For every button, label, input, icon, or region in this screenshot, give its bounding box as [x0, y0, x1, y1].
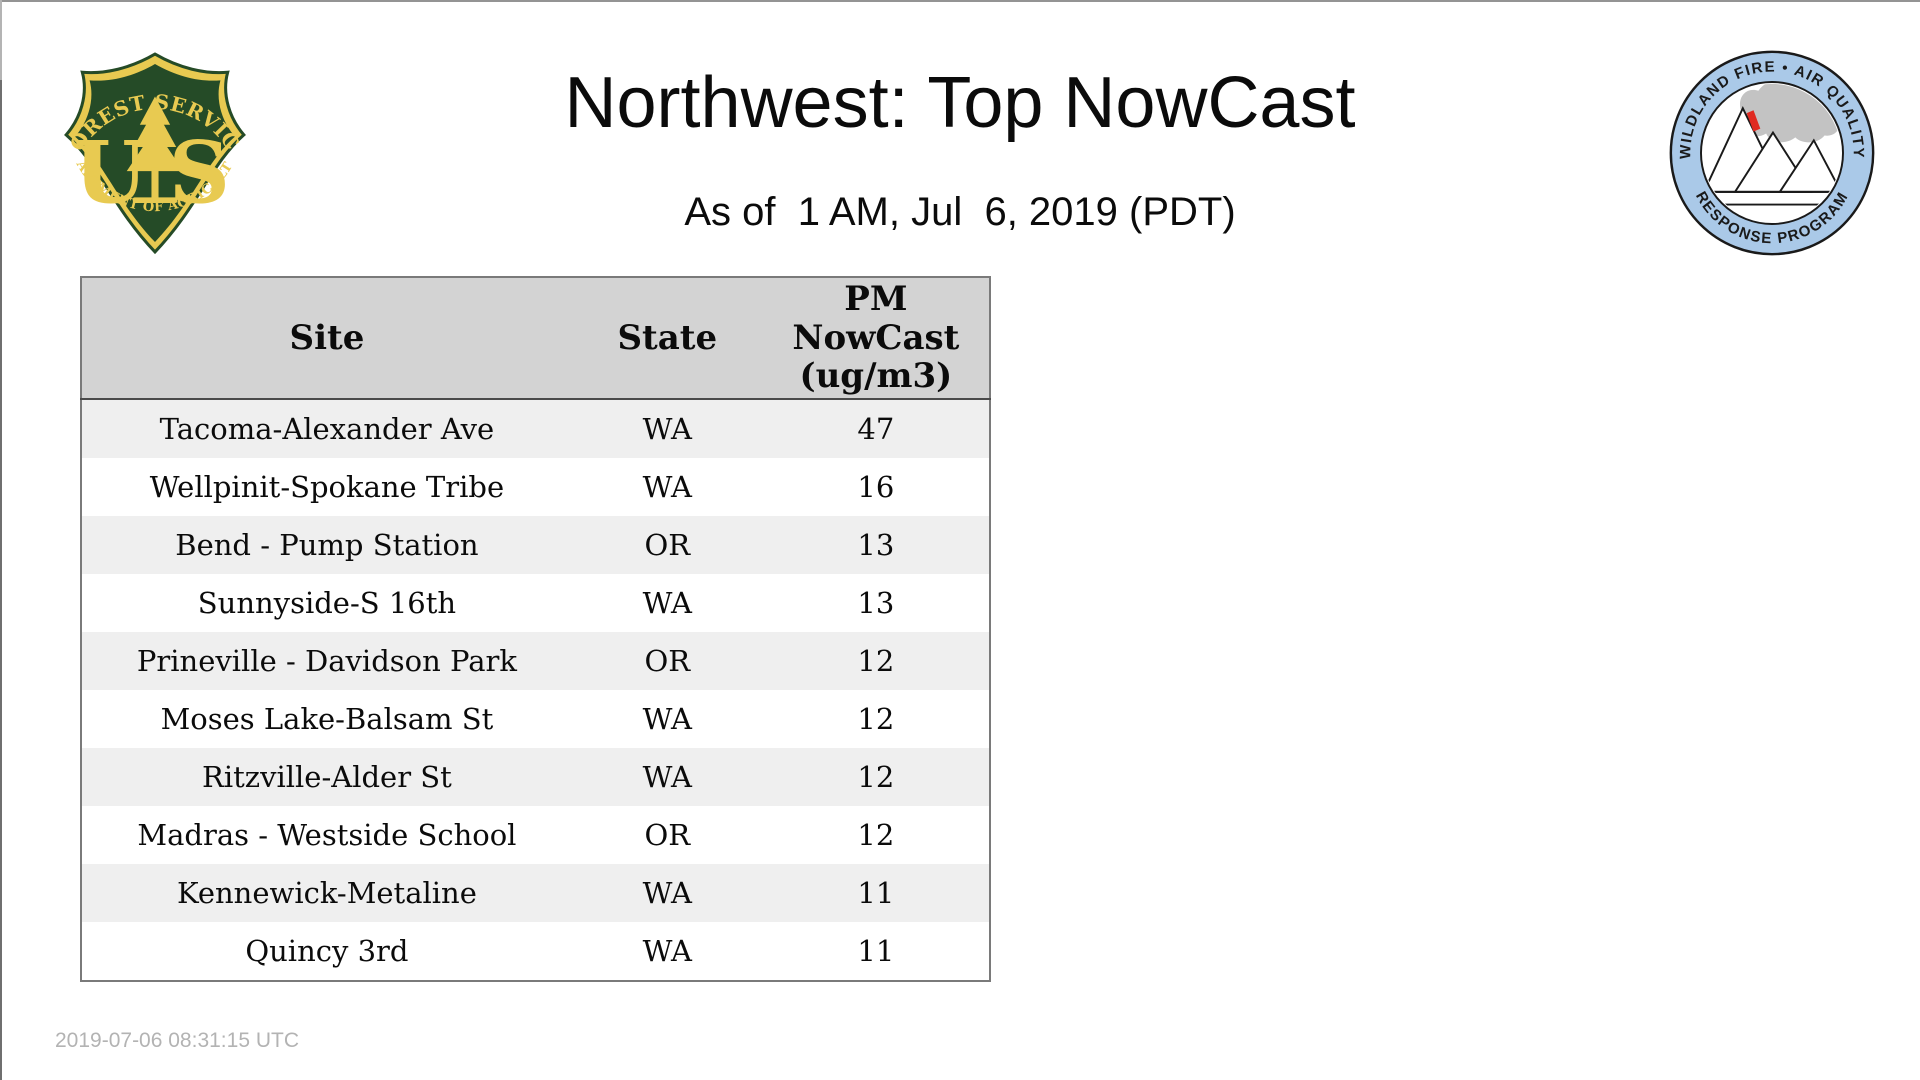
pine-tree-icon — [126, 96, 184, 203]
col-header-state: State — [571, 277, 763, 400]
cell-pm-value: 47 — [762, 399, 990, 458]
cell-state: WA — [571, 458, 763, 516]
cell-pm-value: 11 — [762, 864, 990, 922]
window-top-edge — [0, 0, 1920, 2]
cell-pm-value: 12 — [762, 632, 990, 690]
forest-service-logo: FOREST SERVICE U S DEPARTMENT OF AGRICUL… — [52, 46, 246, 255]
forest-service-letter-u: U — [74, 122, 148, 222]
cell-state: OR — [571, 516, 763, 574]
cell-pm-value: 13 — [762, 516, 990, 574]
page-title: Northwest: Top NowCast — [564, 63, 1356, 143]
table-row: Ritzville-Alder St WA 12 — [81, 748, 990, 806]
cell-pm-value: 11 — [762, 922, 990, 981]
cell-site: Tacoma-Alexander Ave — [81, 399, 572, 458]
cell-site: Ritzville-Alder St — [81, 748, 572, 806]
table-row: Wellpinit-Spokane Tribe WA 16 — [81, 458, 990, 516]
cell-pm-value: 16 — [762, 458, 990, 516]
pm-header-line2: NowCast — [792, 317, 960, 358]
col-header-pm-nowcast: PM NowCast (ug/m3) — [762, 277, 990, 400]
cell-site: Kennewick-Metaline — [81, 864, 572, 922]
cell-site: Sunnyside-S 16th — [81, 574, 572, 632]
table-row: Prineville - Davidson Park OR 12 — [81, 632, 990, 690]
cell-state: OR — [571, 632, 763, 690]
mountains-icon — [1702, 105, 1842, 206]
cell-state: WA — [571, 574, 763, 632]
table-row: Quincy 3rd WA 11 — [81, 922, 990, 981]
air-quality-program-logo: WILDLAND FIRE • AIR QUALITY RESPONSE PRO… — [1669, 50, 1875, 256]
col-header-site: Site — [81, 277, 572, 400]
pm-header-line1: PM — [844, 278, 908, 319]
nowcast-table: Site State PM NowCast (ug/m3) Tacoma-Ale… — [80, 276, 991, 982]
pm-header-line3: (ug/m3) — [799, 356, 953, 397]
cell-site: Prineville - Davidson Park — [81, 632, 572, 690]
page-subtitle: As of 1 AM, Jul 6, 2019 (PDT) — [684, 190, 1236, 234]
cell-pm-value: 12 — [762, 690, 990, 748]
cell-site: Moses Lake-Balsam St — [81, 690, 572, 748]
cell-state: OR — [571, 806, 763, 864]
cell-site: Bend - Pump Station — [81, 516, 572, 574]
cell-state: WA — [571, 748, 763, 806]
cell-pm-value: 12 — [762, 748, 990, 806]
table-row: Madras - Westside School OR 12 — [81, 806, 990, 864]
cell-state: WA — [571, 690, 763, 748]
window-left-edge-light — [0, 0, 2, 80]
cell-pm-value: 12 — [762, 806, 990, 864]
cell-state: WA — [571, 399, 763, 458]
flame-icon — [1746, 110, 1761, 132]
cell-site: Wellpinit-Spokane Tribe — [81, 458, 572, 516]
table-row: Tacoma-Alexander Ave WA 47 — [81, 399, 990, 458]
cell-site: Madras - Westside School — [81, 806, 572, 864]
cell-site: Quincy 3rd — [81, 922, 572, 981]
table-row: Kennewick-Metaline WA 11 — [81, 864, 990, 922]
table-row: Bend - Pump Station OR 13 — [81, 516, 990, 574]
cell-pm-value: 13 — [762, 574, 990, 632]
cell-state: WA — [571, 864, 763, 922]
cell-state: WA — [571, 922, 763, 981]
table-header-row: Site State PM NowCast (ug/m3) — [81, 277, 990, 400]
forest-service-letter-s: S — [169, 122, 230, 222]
footer-timestamp: 2019-07-06 08:31:15 UTC — [55, 1029, 299, 1052]
table-row: Sunnyside-S 16th WA 13 — [81, 574, 990, 632]
window-left-edge-dark — [0, 80, 2, 1080]
table-row: Moses Lake-Balsam St WA 12 — [81, 690, 990, 748]
